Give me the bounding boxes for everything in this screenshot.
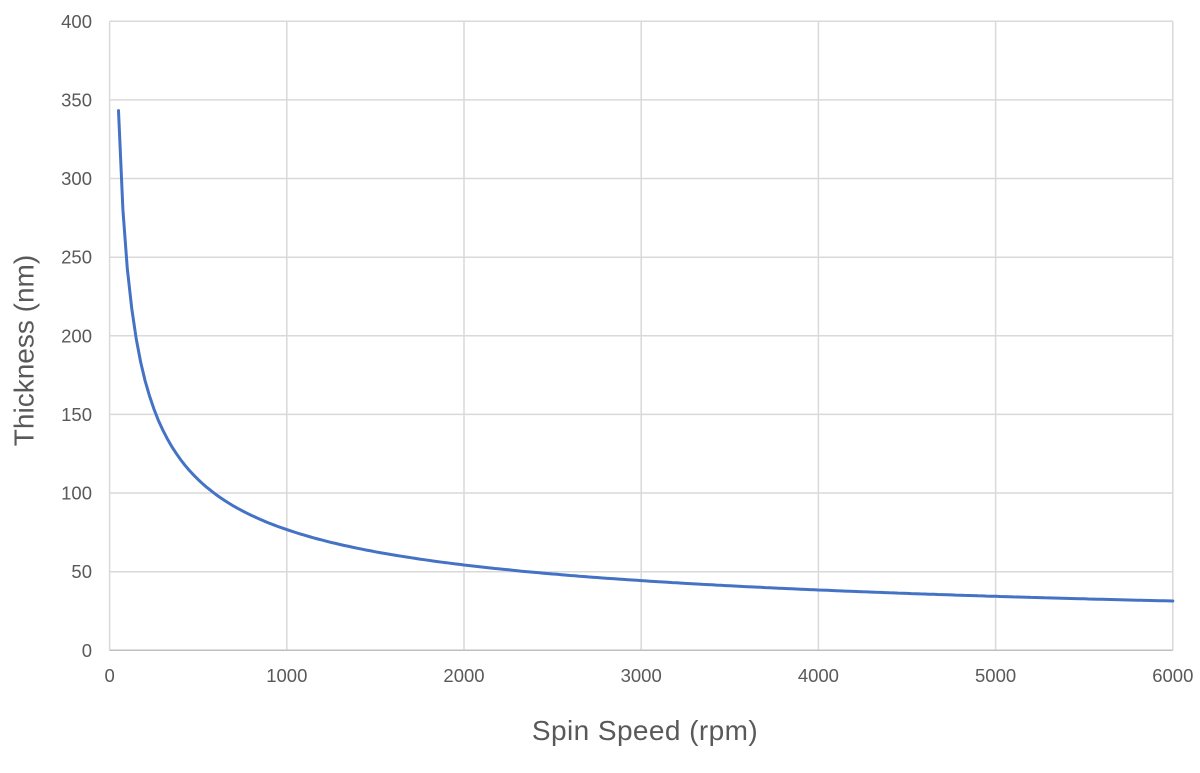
svg-text:0: 0 xyxy=(104,665,114,686)
svg-text:4000: 4000 xyxy=(798,665,839,686)
svg-text:400: 400 xyxy=(61,11,92,32)
svg-text:6000: 6000 xyxy=(1152,665,1193,686)
svg-text:200: 200 xyxy=(61,325,92,346)
svg-text:0: 0 xyxy=(82,640,92,661)
svg-text:300: 300 xyxy=(61,168,92,189)
svg-text:250: 250 xyxy=(61,247,92,268)
svg-text:Thickness (nm): Thickness (nm) xyxy=(9,255,40,446)
svg-text:350: 350 xyxy=(61,89,92,110)
svg-text:50: 50 xyxy=(71,561,92,582)
svg-text:Spin Speed (rpm): Spin Speed (rpm) xyxy=(532,715,758,746)
svg-text:5000: 5000 xyxy=(975,665,1016,686)
svg-text:1000: 1000 xyxy=(266,665,307,686)
svg-text:3000: 3000 xyxy=(621,665,662,686)
svg-text:2000: 2000 xyxy=(443,665,484,686)
svg-text:150: 150 xyxy=(61,404,92,425)
svg-text:100: 100 xyxy=(61,483,92,504)
